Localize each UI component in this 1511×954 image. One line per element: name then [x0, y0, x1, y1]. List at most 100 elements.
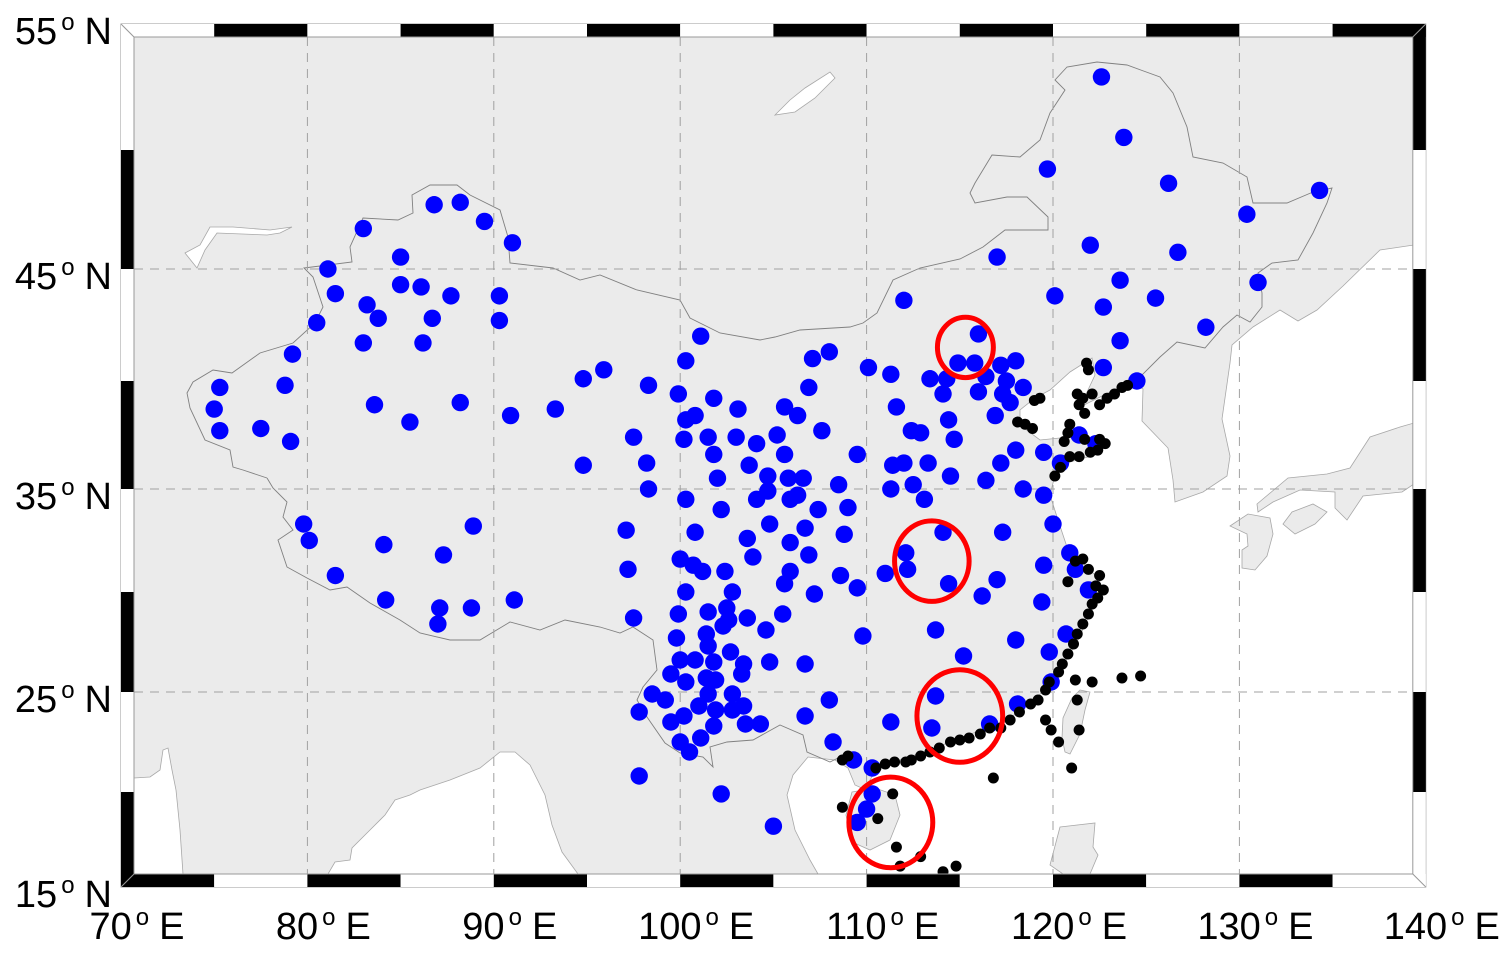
blue-station-point [412, 278, 430, 296]
blue-station-point [300, 531, 318, 550]
blue-station-point [630, 767, 648, 785]
blue-station-point [757, 621, 775, 639]
blue-station-point [505, 591, 524, 609]
frame-segment-left [121, 692, 134, 792]
longitude-tick-label: 100 o E [638, 904, 754, 948]
blue-station-point [1034, 486, 1053, 504]
blue-station-point [326, 566, 345, 585]
blue-station-point [276, 376, 294, 395]
blue-station-point [809, 500, 827, 519]
longitude-tick-label: 140 o E [1384, 904, 1500, 948]
blue-station-point [714, 617, 732, 635]
blue-station-point [699, 685, 717, 703]
black-station-point [1094, 570, 1106, 582]
blue-station-point [723, 583, 742, 601]
blue-station-point [354, 334, 373, 352]
arabian-sea [134, 747, 184, 874]
blue-station-point [1007, 352, 1025, 370]
geography-layer [134, 61, 1414, 874]
blue-station-point [882, 365, 900, 383]
blue-station-point [736, 715, 755, 733]
blue-station-point [934, 523, 952, 541]
blue-station-point [800, 546, 818, 564]
blue-station-point [391, 275, 410, 294]
blue-station-point [706, 671, 725, 689]
blue-station-point [1038, 160, 1057, 178]
blue-station-point [954, 647, 973, 665]
blue-station-point [779, 469, 798, 487]
blue-station-point [747, 490, 766, 508]
black-station-point [987, 772, 999, 784]
blue-station-point [705, 653, 723, 671]
blue-station-point [630, 703, 648, 721]
red-circle-annotation [892, 518, 972, 604]
blue-station-point [211, 378, 229, 397]
latitude-tick-label: 55 o N [15, 9, 112, 53]
blue-station-point [740, 456, 758, 474]
frame-segment-top [493, 24, 587, 37]
blue-station-point [915, 490, 934, 508]
latitude-tick-label: 25 o N [15, 677, 112, 721]
blue-station-point [462, 599, 481, 617]
blue-station-point [1014, 480, 1032, 498]
blue-station-point [414, 334, 432, 352]
blue-station-point [794, 469, 812, 487]
china-border-south [266, 477, 841, 769]
blue-station-point [1007, 441, 1025, 459]
frame-segment-top [1146, 24, 1240, 37]
blue-station-point [898, 560, 917, 579]
blue-station-point [1001, 393, 1019, 412]
frame-segment-top [680, 24, 774, 37]
blue-station-point [1310, 181, 1329, 200]
graticule [134, 37, 1414, 874]
blue-station-point [669, 605, 688, 623]
blue-station-point [680, 743, 699, 761]
blue-station-point [706, 701, 725, 719]
black-station-point [1082, 608, 1094, 620]
blue-station-point [760, 653, 779, 671]
blue-station-point [205, 400, 223, 418]
blue-station-point [796, 519, 814, 537]
map-frame [120, 23, 1427, 888]
blue-station-point [546, 400, 565, 418]
black-station-point [963, 732, 975, 744]
black-station-point [1073, 724, 1085, 736]
blue-station-point [1034, 556, 1053, 574]
bay-of-bengal [327, 751, 579, 874]
black-station-point [890, 841, 902, 853]
blue-station-point [760, 515, 779, 533]
black-station-point [1062, 427, 1074, 439]
black-station-point [1025, 698, 1037, 710]
blue-station-point [716, 562, 734, 581]
black-station-point [1073, 451, 1085, 463]
blue-station-point [369, 309, 387, 327]
blue-station-point [788, 406, 807, 425]
blue-station-point [490, 311, 509, 330]
blue-station-point [319, 260, 337, 278]
frame-segment-left [121, 792, 134, 887]
blue-station-point [375, 535, 393, 554]
longitude-tick-label: 90 o E [462, 904, 557, 948]
blue-station-point [781, 490, 799, 508]
blue-station-point [1081, 236, 1099, 254]
frame-segment-bottom [307, 874, 401, 887]
blue-station-point [1094, 298, 1113, 316]
blue-station-point [624, 609, 643, 627]
blue-station-point [677, 583, 695, 601]
longitude-tick-label: 120 o E [1011, 904, 1127, 948]
frame-segment-bottom [959, 874, 1053, 887]
blue-station-point [721, 643, 740, 661]
frame-segment-bottom [121, 874, 215, 887]
blue-station-point [939, 411, 958, 429]
black-station-point [1073, 399, 1085, 411]
blue-station-point [876, 564, 894, 583]
longitude-tick-label: 130 o E [1197, 904, 1313, 948]
frame-segment-right [1412, 692, 1426, 792]
blue-station-point [729, 400, 747, 418]
blue-station-point [693, 562, 712, 581]
blue-station-point [705, 717, 723, 735]
blue-station-point [988, 570, 1006, 589]
frame-segment-top [307, 24, 401, 37]
blue-station-point [1094, 358, 1113, 377]
blue-station-point [949, 354, 967, 372]
